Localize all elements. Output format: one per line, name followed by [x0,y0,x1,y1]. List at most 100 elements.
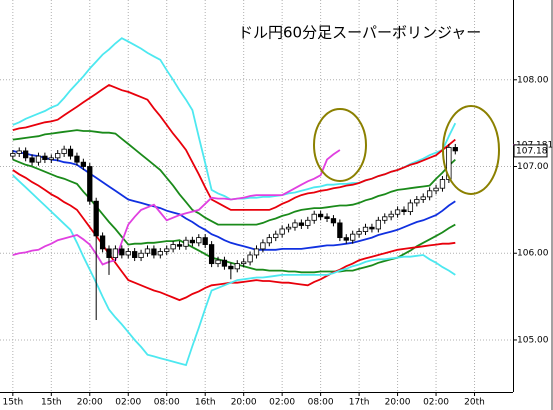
candle-body [48,157,54,160]
x-tick-label: 15th [2,398,23,408]
candle-body [189,239,196,244]
candle-body [29,157,35,163]
candle-body [42,155,48,160]
x-tick-label: 08:00 [308,398,334,408]
candle-body [375,219,381,230]
candle-body [337,222,343,239]
candle-body [119,248,125,256]
candle-body [183,239,189,247]
candle-body [106,248,112,258]
x-tick-label: 17th [349,398,370,408]
candle-body [311,213,317,221]
band-line [12,169,456,302]
band-line [12,158,456,274]
band-line [12,150,456,251]
x-tick-label: 20th [464,398,485,408]
candle-body [273,233,279,239]
candle-body [67,148,74,157]
candle-body [401,209,407,213]
candle-body [433,187,439,192]
x-tick-label: 02:00 [269,398,295,408]
candle-body [388,213,394,218]
band-line [12,149,341,266]
y-tick-label: 105.00 [517,335,549,345]
candle-body [247,254,253,263]
band-line [12,83,456,211]
candle-body [55,153,61,159]
candle-body [369,226,375,230]
band-line [12,129,456,226]
x-tick-label: 20:00 [385,398,411,408]
y-tick-label: 108.00 [517,75,549,85]
candle-body [208,244,215,265]
axes: 105.00 106.00 107.00 108.00 15th 15th 20:00 02:… [2,75,553,407]
band-line [12,174,456,367]
candle-body [266,237,272,244]
candle-body [80,161,87,167]
candle-body [87,166,93,202]
candle-body [157,251,163,256]
candle-body [61,148,67,154]
candle-body [414,199,420,204]
candle-body [343,237,349,241]
candle-body [74,155,80,163]
candle-body [330,218,337,224]
price-box [513,144,548,158]
candle-body [426,190,433,198]
candle-body [215,259,221,265]
candle-body [292,222,298,228]
candle-body [176,244,183,247]
candle-body [234,263,240,270]
candle-body [144,248,151,254]
candle-body [407,202,414,213]
x-tick-label: 16th [195,398,216,408]
chart-title: ドル円60分足スーパーボリンジャー [238,24,481,42]
x-tick-label: 20:00 [231,398,257,408]
candle-body [164,248,170,252]
candle-body [99,235,106,250]
candle-body [138,252,144,258]
candle-body [23,150,29,159]
y-tick-label: 107.00 [517,162,549,172]
candle-body [16,150,22,154]
x-tick-label: 20:00 [77,398,103,408]
candle-body [35,155,42,163]
candle-body [151,248,157,256]
candle-body [125,251,131,256]
candle-body [356,231,362,235]
x-tick-label: 15th [41,398,62,408]
candle-body [439,179,446,189]
candle-body [196,237,202,244]
candle-body [93,200,99,237]
price-label: 107.18 [516,146,548,156]
candle-body [350,233,356,241]
candle-body [285,226,292,230]
candle-body [112,248,119,258]
candle-body [324,216,330,219]
candle-body [279,228,285,235]
y-tick-label: 106.00 [517,249,549,259]
candle-body [170,244,176,250]
candle-body [298,222,305,226]
candle-body [446,147,452,180]
candle-body [253,248,260,256]
candle-body [10,153,16,157]
candle-body [228,265,234,270]
candle-body [305,219,311,226]
x-tick-label: 02:00 [423,398,449,408]
candle-body [452,147,458,152]
candle-body [394,209,401,215]
candle-body [221,259,228,267]
candle-body [420,196,426,200]
candle-body [260,242,266,250]
candle-body [317,213,324,218]
candle-body [132,251,138,258]
highlight-ellipse [442,105,500,195]
candle-body [202,237,208,245]
candle-body [382,216,388,221]
candle-body [241,261,247,265]
candle-body [362,226,369,232]
